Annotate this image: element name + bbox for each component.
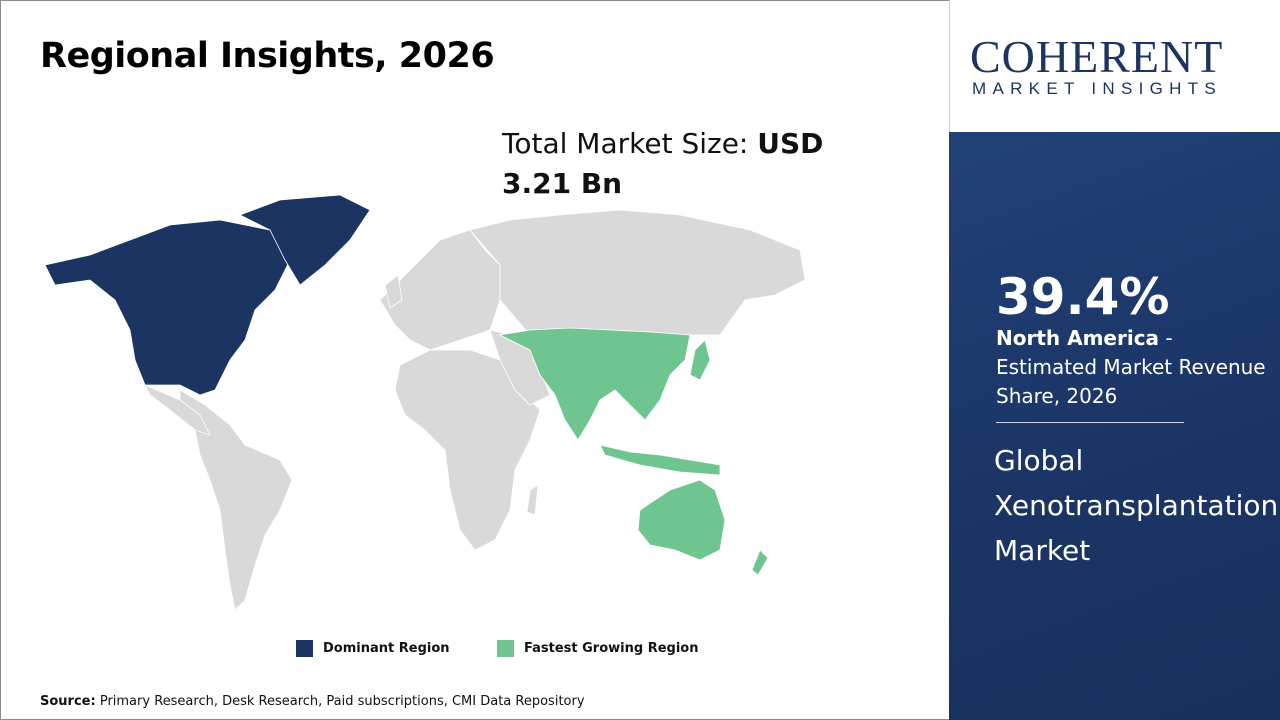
market-name: Global Xenotransplantation Market	[994, 444, 1279, 567]
total-market-size: Total Market Size: USD 3.21 Bn	[502, 124, 902, 204]
share-description: North America - Estimated Market Revenue…	[996, 324, 1271, 411]
map-indonesia	[599, 444, 721, 476]
source-label: Source:	[40, 694, 96, 709]
map-madagascar	[526, 484, 539, 516]
logo-sub-text: MARKET INSIGHTS	[972, 79, 1223, 98]
map-uk	[384, 274, 403, 309]
legend-fastest: Fastest Growing Region	[497, 640, 698, 657]
map-new-zealand	[751, 549, 769, 576]
legend-swatch-fastest	[497, 640, 514, 657]
page-title: Regional Insights, 2026	[40, 36, 495, 76]
world-map	[44, 194, 806, 611]
map-africa	[394, 349, 541, 551]
total-market-value: USD 3.21 Bn	[502, 127, 824, 200]
total-market-label: Total Market Size:	[502, 127, 749, 160]
map-japan	[689, 339, 711, 381]
map-asia-pacific	[498, 327, 691, 441]
logo-main-text: COHERENT	[970, 31, 1224, 82]
map-south-america	[179, 389, 293, 611]
legend-dominant: Dominant Region	[296, 640, 450, 657]
legend-swatch-dominant	[296, 640, 313, 657]
share-region: North America	[996, 326, 1160, 350]
source-note: Source: Primary Research, Desk Research,…	[40, 694, 585, 709]
legend-label-fastest: Fastest Growing Region	[524, 641, 699, 656]
share-description-text: - Estimated Market Revenue Share, 2026	[996, 326, 1266, 408]
map-north-america	[44, 219, 291, 396]
map-russia	[469, 209, 806, 336]
map-australia	[637, 479, 726, 561]
share-percentage: 39.4%	[996, 268, 1170, 326]
map-greenland	[239, 194, 371, 286]
map-central-america	[144, 384, 211, 436]
divider	[996, 422, 1184, 423]
source-text: Primary Research, Desk Research, Paid su…	[99, 694, 585, 709]
legend-label-dominant: Dominant Region	[323, 641, 450, 656]
logo: COHERENT MARKET INSIGHTS	[949, 0, 1280, 132]
